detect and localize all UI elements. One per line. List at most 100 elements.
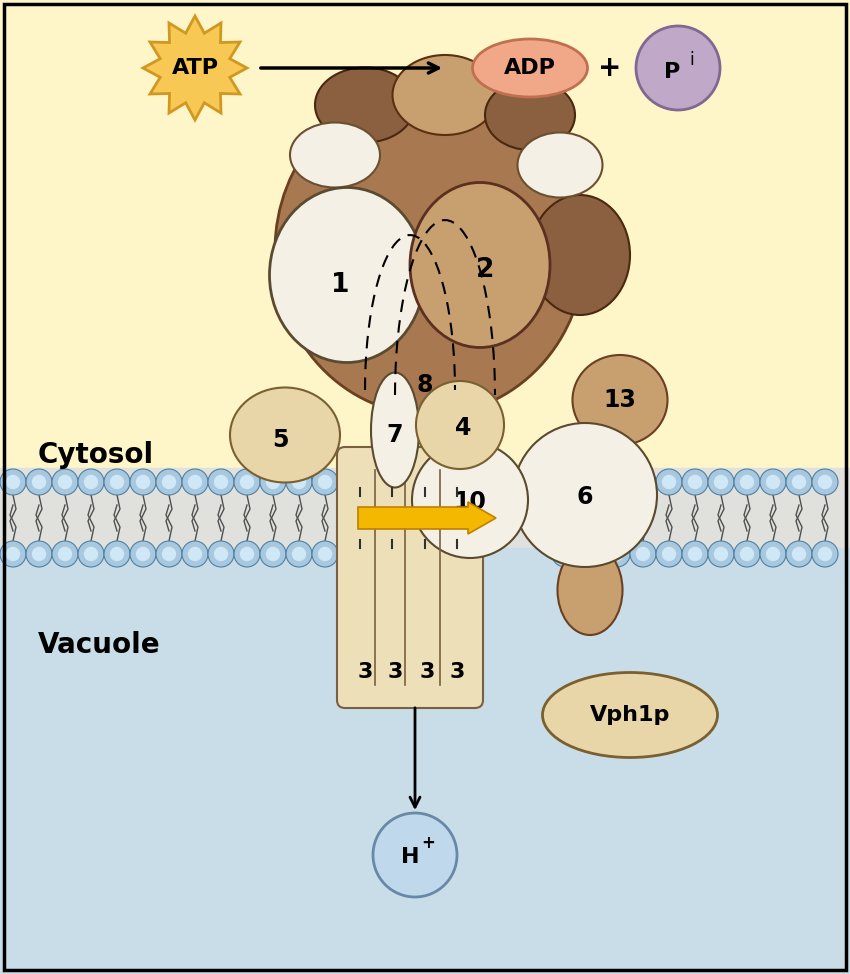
Circle shape (610, 475, 624, 489)
Circle shape (734, 541, 760, 567)
Circle shape (241, 475, 253, 489)
Circle shape (104, 469, 130, 495)
Circle shape (52, 541, 78, 567)
Circle shape (578, 469, 604, 495)
Text: ADP: ADP (504, 58, 556, 78)
Bar (0, 548, 850, 974)
Circle shape (819, 547, 831, 560)
Ellipse shape (473, 39, 587, 97)
Circle shape (182, 541, 208, 567)
Circle shape (585, 475, 598, 489)
Circle shape (734, 469, 760, 495)
Circle shape (682, 469, 708, 495)
Text: 5: 5 (272, 428, 288, 452)
Circle shape (792, 475, 806, 489)
Circle shape (585, 547, 598, 560)
Circle shape (7, 475, 20, 489)
Ellipse shape (410, 182, 550, 348)
Bar (0, 468, 850, 568)
Circle shape (767, 547, 779, 560)
Ellipse shape (518, 132, 603, 198)
Circle shape (715, 475, 728, 489)
Circle shape (656, 541, 682, 567)
Text: +: + (421, 834, 435, 852)
Circle shape (267, 547, 280, 560)
Circle shape (286, 469, 312, 495)
Text: 3: 3 (419, 662, 434, 682)
Circle shape (32, 475, 46, 489)
Text: 7: 7 (387, 423, 403, 447)
Circle shape (78, 469, 104, 495)
Ellipse shape (558, 545, 622, 635)
Circle shape (84, 475, 98, 489)
Circle shape (214, 475, 228, 489)
Circle shape (688, 547, 701, 560)
Circle shape (260, 469, 286, 495)
Text: Vacuole: Vacuole (38, 631, 161, 659)
Text: P: P (664, 62, 680, 82)
Circle shape (812, 541, 838, 567)
Circle shape (604, 469, 630, 495)
Circle shape (110, 547, 123, 560)
Circle shape (267, 475, 280, 489)
Circle shape (715, 547, 728, 560)
Circle shape (137, 547, 150, 560)
Text: 3: 3 (357, 662, 372, 682)
Polygon shape (143, 16, 247, 120)
Circle shape (286, 541, 312, 567)
Text: 2: 2 (476, 257, 494, 283)
Circle shape (312, 541, 338, 567)
Circle shape (604, 541, 630, 567)
Circle shape (84, 547, 98, 560)
Circle shape (740, 547, 753, 560)
Text: 3: 3 (388, 662, 403, 682)
Circle shape (234, 541, 260, 567)
Ellipse shape (573, 355, 667, 445)
Circle shape (214, 547, 228, 560)
Circle shape (630, 541, 656, 567)
Circle shape (513, 423, 657, 567)
Circle shape (137, 475, 150, 489)
Ellipse shape (371, 372, 419, 488)
Circle shape (234, 469, 260, 495)
Circle shape (767, 475, 779, 489)
Circle shape (130, 541, 156, 567)
Circle shape (708, 469, 734, 495)
Circle shape (786, 541, 812, 567)
Circle shape (104, 541, 130, 567)
Circle shape (26, 469, 52, 495)
Circle shape (110, 475, 123, 489)
Text: 8: 8 (416, 373, 434, 397)
Circle shape (819, 475, 831, 489)
Ellipse shape (269, 188, 424, 362)
FancyArrow shape (358, 502, 496, 534)
Text: i: i (689, 51, 694, 69)
Circle shape (208, 541, 234, 567)
Circle shape (578, 541, 604, 567)
Circle shape (208, 469, 234, 495)
Circle shape (241, 547, 253, 560)
Text: Vph1p: Vph1p (590, 705, 670, 725)
Circle shape (662, 475, 676, 489)
Circle shape (292, 475, 305, 489)
Circle shape (760, 541, 786, 567)
Circle shape (319, 547, 332, 560)
Ellipse shape (485, 80, 575, 150)
Ellipse shape (315, 67, 415, 142)
Circle shape (189, 475, 201, 489)
Text: 13: 13 (604, 388, 637, 412)
Circle shape (656, 469, 682, 495)
Circle shape (740, 475, 753, 489)
Circle shape (0, 541, 26, 567)
Ellipse shape (542, 672, 717, 758)
Circle shape (162, 547, 175, 560)
Circle shape (182, 469, 208, 495)
Circle shape (0, 469, 26, 495)
Circle shape (156, 541, 182, 567)
Circle shape (52, 469, 78, 495)
Circle shape (812, 469, 838, 495)
Ellipse shape (275, 85, 585, 415)
Circle shape (682, 541, 708, 567)
Circle shape (32, 547, 46, 560)
Text: H: H (400, 847, 419, 867)
